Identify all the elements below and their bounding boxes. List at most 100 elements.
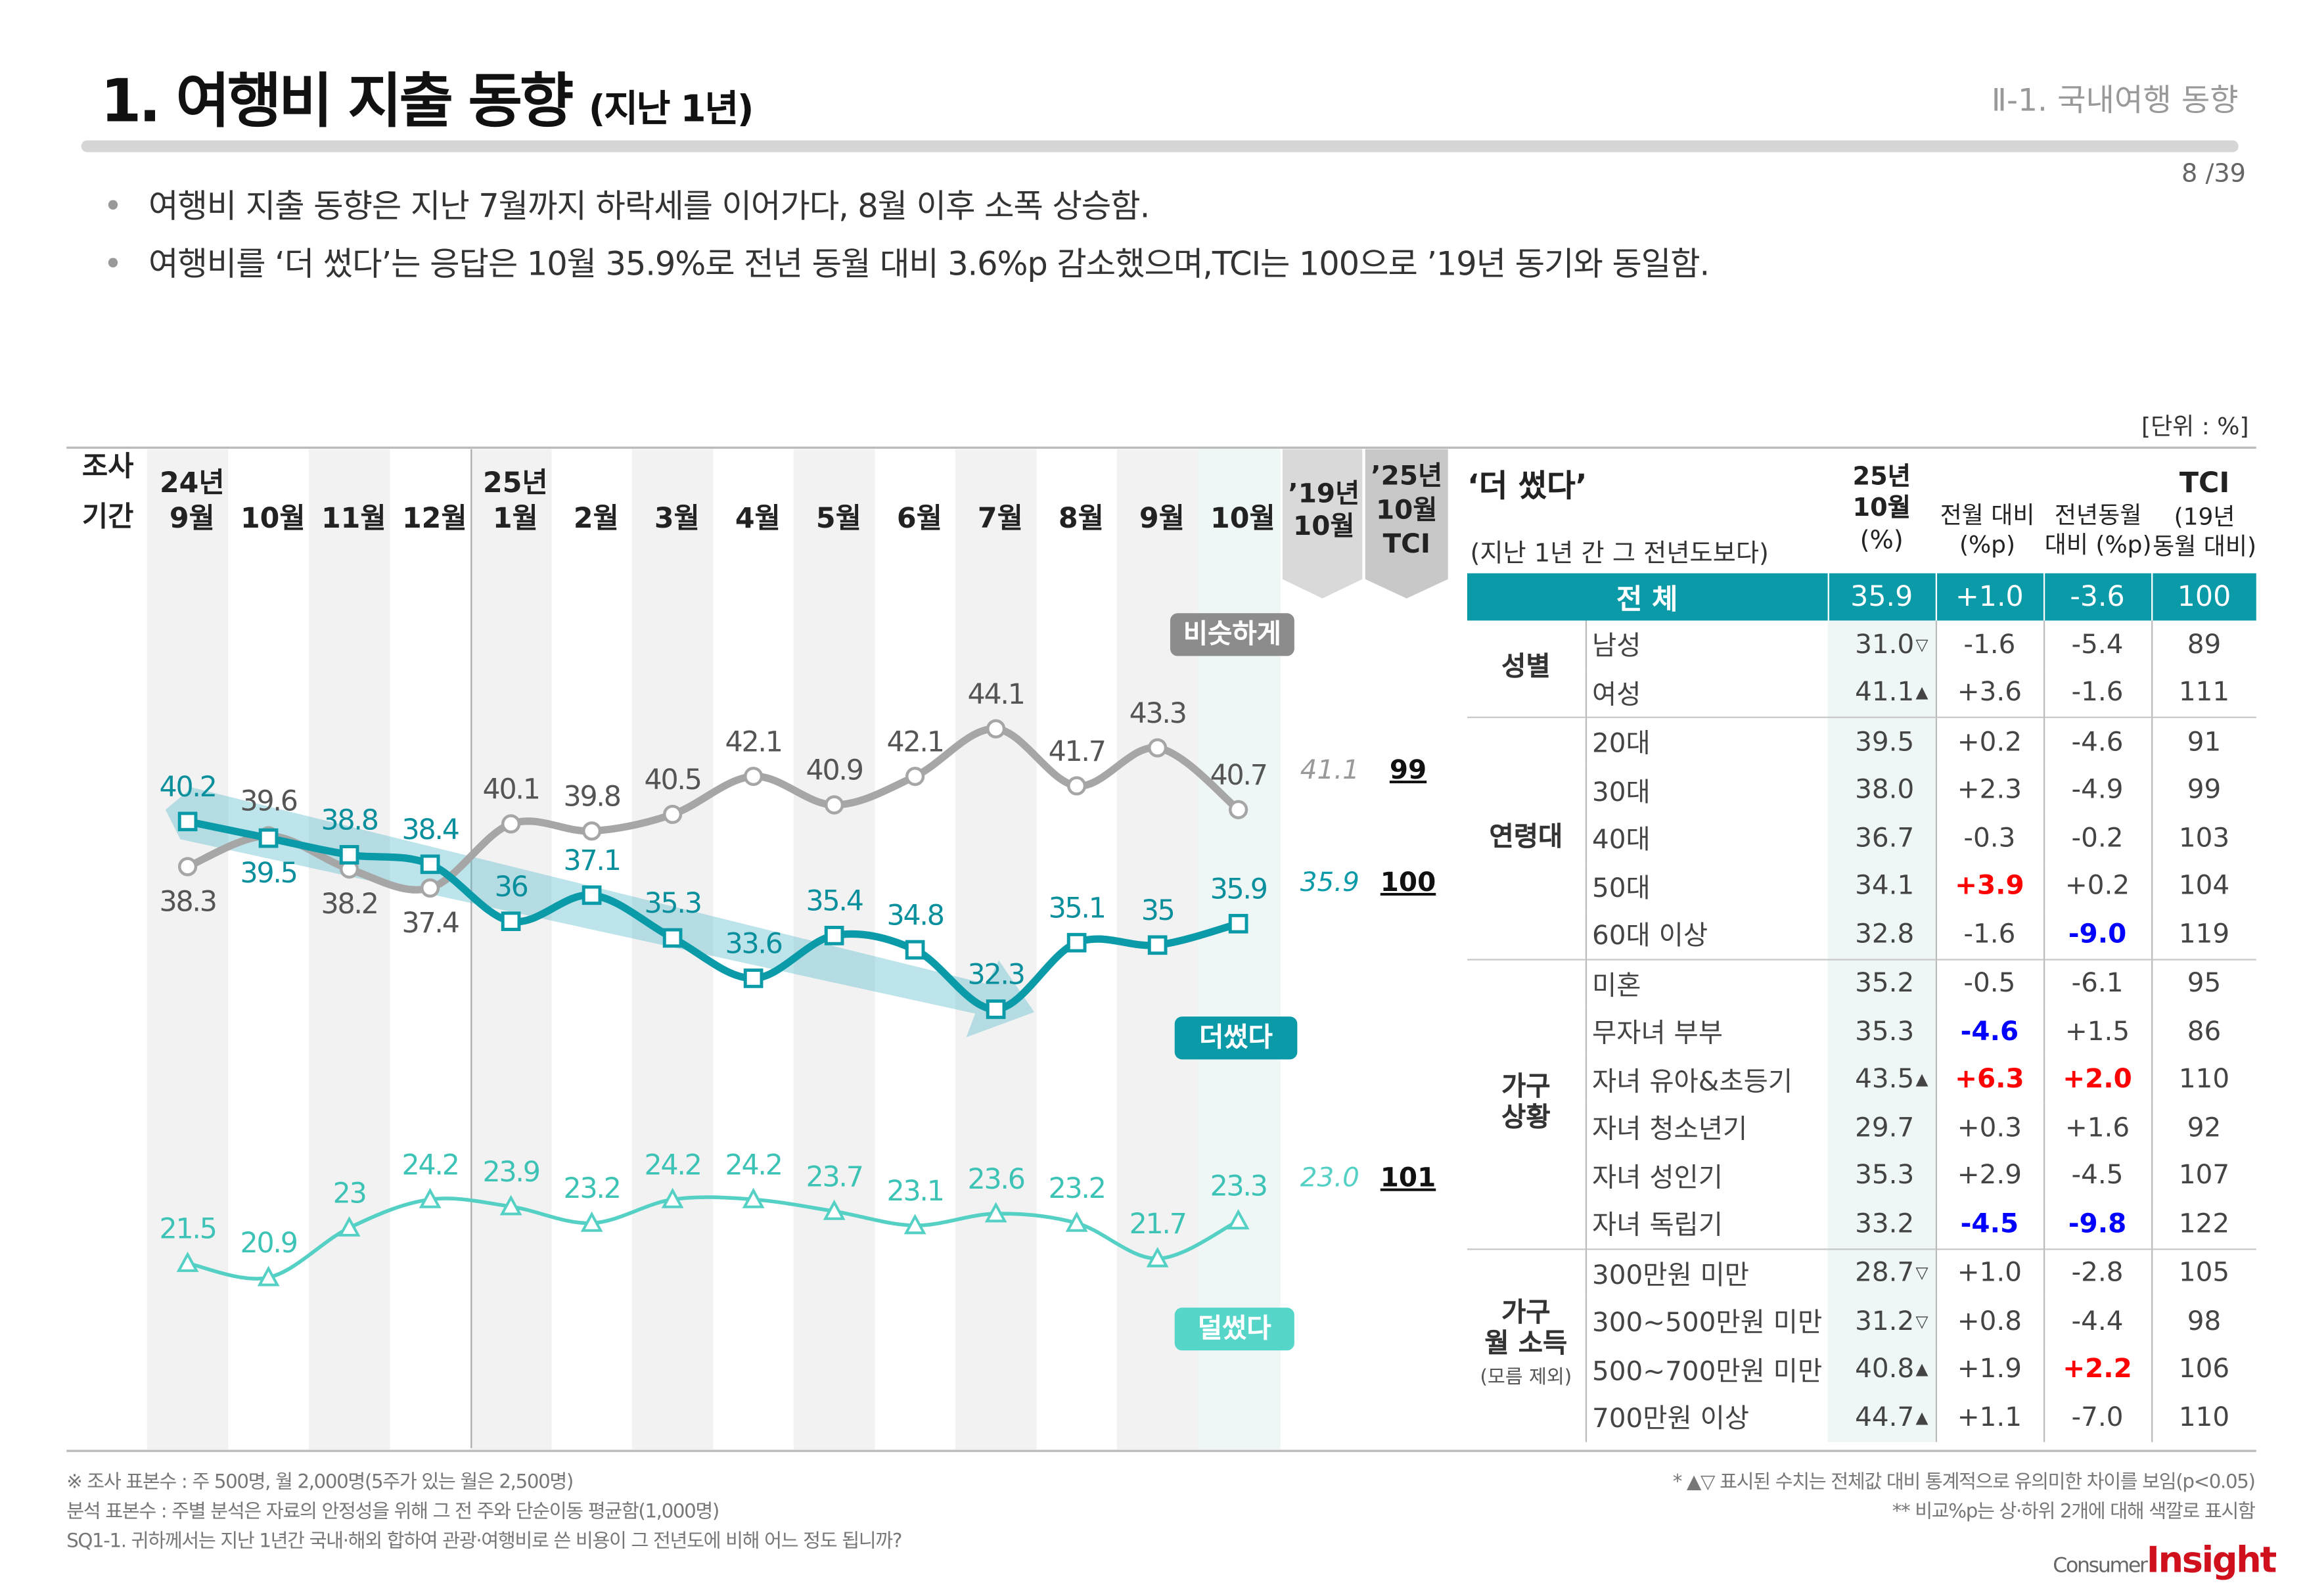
data-label: 40.9 [806,754,863,787]
row-pct: 31.0 ▽ [1827,620,1936,669]
pct-value: 40.8 [1855,1354,1915,1385]
data-label: 33.6 [725,928,782,961]
title-sub: (지난 1년) [588,87,754,130]
month-label: 4월 [735,502,781,535]
footnote-right-1: * ▲▽ 표시된 수치는 전체값 대비 통계적으로 유의미한 차이를 보임(p<… [1672,1471,2256,1494]
table-row-total: 전 체 35.9 +1.0 -3.6 100 [1467,573,2256,621]
row-tci: 110 [2150,1055,2256,1104]
point-marker [501,814,521,834]
data-label: 35.3 [645,887,701,920]
row-mom: +3.9 [1934,862,2043,911]
point-marker [1066,932,1087,953]
data-label: 37.1 [564,844,620,877]
point-marker [823,1199,846,1220]
hdr-line: 전월 대비 [1940,501,2035,530]
row-pct: 35.3 [1827,1151,1936,1200]
logo-insight: Insight [2146,1539,2277,1582]
row-yoy: -4.9 [2042,765,2152,815]
logo: ConsumerInsight [2053,1539,2277,1582]
row-pct: 35.3 [1827,1007,1936,1056]
data-label: 41.7 [1049,735,1105,768]
data-label: 21.5 [160,1212,216,1245]
row-tci: 89 [2150,620,2256,669]
ref-2019-value: 35.9 [1300,866,1359,898]
point-marker [419,1187,442,1208]
unit-label: [단위 : %] [2141,412,2249,441]
data-label: 36 [495,871,528,903]
col-2019-header: ’19년 [1288,478,1359,509]
col-header-tci: TCI (19년 동월 대비) [2151,467,2258,561]
point-marker [582,821,602,841]
data-label: 23.7 [806,1160,863,1193]
row-tci: 105 [2150,1248,2256,1298]
row-yoy: +1.5 [2042,1007,2152,1056]
data-table: 전 체 35.9 +1.0 -3.6 100 성별 남성 31.0 ▽ -1.6 -5.4 89 여성 4… [1467,573,2256,1442]
row-mom: +1.1 [1934,1393,2043,1442]
data-label: 23.9 [483,1156,539,1189]
row-pct: 41.1 ▲ [1827,668,1936,718]
data-label: 38.8 [321,804,378,837]
table-row: 여성 41.1 ▲ +3.6 -1.6 111 [1467,668,2256,718]
data-label: 21.7 [1130,1208,1186,1241]
row-tci: 95 [2150,958,2256,1008]
row-label: 무자녀 부부 [1584,1007,1828,1056]
row-label: 자녀 독립기 [1584,1199,1828,1249]
row-mom: +2.3 [1934,765,2043,815]
row-tci: 103 [2150,814,2256,863]
pct-value: 28.7 [1855,1258,1915,1289]
row-mom: -1.6 [1934,910,2043,959]
row-label: 자녀 청소년기 [1584,1103,1828,1152]
data-label: 23.1 [887,1175,944,1208]
month-label: 2월 [574,502,619,535]
data-label: 38.2 [321,888,378,921]
table-row: 자녀 청소년기 29.7 +0.3 +1.6 92 [1467,1103,2256,1152]
footnote-2: 분석 표본수 : 주별 분석은 자료의 안정성을 위해 그 전 주와 단순이동 … [66,1501,719,1524]
row-tci: 107 [2150,1151,2256,1200]
total-tci: 100 [2150,573,2256,621]
row-pct: 36.7 [1827,814,1936,863]
footnote-1: ※ 조사 표본수 : 주 500명, 월 2,000명(5주가 있는 월은 2,… [66,1471,574,1494]
group-name: 월 소득 [1484,1328,1568,1360]
table-row: 자녀 성인기 35.3 +2.9 -4.5 107 [1467,1151,2256,1200]
row-mom: -4.5 [1934,1199,2043,1249]
significance-mark: ▲ [1915,683,1928,702]
total-label: 전 체 [1467,573,1828,621]
row-pct: 33.2 [1827,1199,1936,1249]
group-label: 가구 월 소득 (모름 제외) [1467,1248,1586,1442]
data-label: 35 [1141,894,1174,927]
pct-value: 41.1 [1855,677,1915,708]
data-label: 37.4 [402,907,459,940]
data-label: 23 [333,1177,366,1210]
significance-mark: ▲ [1915,1407,1928,1427]
footnote-right-2: ** 비교%p는 상·하위 2개에 대해 색깔로 표시함 [1892,1501,2256,1524]
point-marker [258,828,279,848]
group-name: 상황 [1501,1102,1551,1133]
pct-value: 31.2 [1855,1306,1915,1337]
hdr-line: TCI [2179,467,2230,500]
col-tci-header: 10월 [1376,493,1438,525]
data-label: 23.2 [564,1172,620,1205]
current-month-band [1197,449,1281,1449]
table-row: 700만원 이상 44.7 ▲ +1.1 -7.0 110 [1467,1393,2256,1442]
bullet-text: 여행비 지출 동향은 지난 7월까지 하락세를 이어가다, 8월 이후 소폭 상… [148,189,1150,227]
point-marker [1227,1209,1250,1230]
col-2019-header: 10월 [1293,510,1355,541]
data-label: 35.9 [1210,873,1267,906]
point-marker [743,766,764,787]
significance-mark: ▽ [1915,1311,1928,1331]
point-marker [257,1265,280,1287]
row-pct: 31.2 ▽ [1827,1297,1936,1346]
col-tci-header: TCI [1383,528,1430,559]
row-tci: 110 [2150,1393,2256,1442]
row-mom: +0.3 [1934,1103,2043,1152]
period-label: 조사 [82,450,134,483]
pct-value: 39.5 [1855,726,1915,758]
column-band [308,449,390,1449]
data-label: 23.2 [1049,1172,1105,1205]
bullet-2: • 여행비를 ‘더 썼다’는 응답은 10월 35.9%로 전년 동월 대비 3.… [103,246,1710,284]
pct-value: 32.8 [1855,919,1915,950]
row-mom: +1.0 [1934,1248,2043,1298]
data-label: 38.3 [160,885,216,918]
point-marker [338,1216,361,1237]
